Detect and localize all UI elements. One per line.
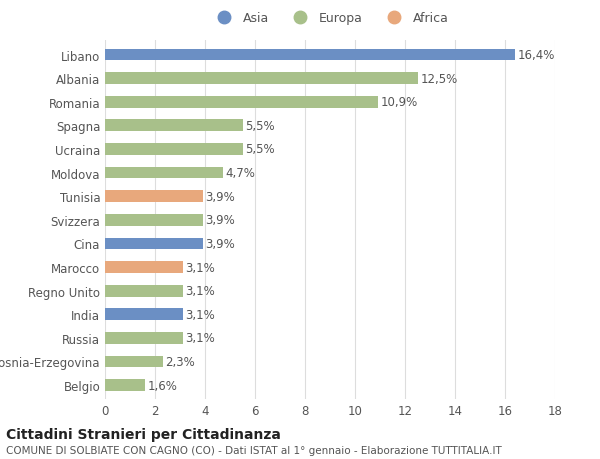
Text: 4,7%: 4,7%	[226, 167, 256, 179]
Bar	[105, 97, 377, 108]
Bar	[105, 191, 203, 203]
Text: 3,1%: 3,1%	[185, 331, 215, 345]
Text: 3,9%: 3,9%	[205, 237, 235, 250]
Bar	[105, 120, 242, 132]
Bar	[105, 308, 182, 320]
Text: 3,1%: 3,1%	[185, 308, 215, 321]
Bar	[105, 379, 145, 391]
Bar	[105, 238, 203, 250]
Text: 3,9%: 3,9%	[205, 214, 235, 227]
Text: 16,4%: 16,4%	[518, 49, 556, 62]
Bar	[105, 168, 223, 179]
Text: Cittadini Stranieri per Cittadinanza: Cittadini Stranieri per Cittadinanza	[6, 427, 281, 441]
Bar	[105, 73, 418, 85]
Text: COMUNE DI SOLBIATE CON CAGNO (CO) - Dati ISTAT al 1° gennaio - Elaborazione TUTT: COMUNE DI SOLBIATE CON CAGNO (CO) - Dati…	[6, 445, 502, 455]
Bar	[105, 356, 163, 368]
Bar	[105, 285, 182, 297]
Text: 3,1%: 3,1%	[185, 261, 215, 274]
Bar	[105, 50, 515, 62]
Text: 1,6%: 1,6%	[148, 379, 178, 392]
Bar	[105, 332, 182, 344]
Text: 2,3%: 2,3%	[166, 355, 195, 368]
Text: 12,5%: 12,5%	[421, 73, 458, 85]
Bar	[105, 144, 242, 156]
Text: 10,9%: 10,9%	[380, 96, 418, 109]
Legend: Asia, Europa, Africa: Asia, Europa, Africa	[209, 10, 451, 28]
Text: 3,1%: 3,1%	[185, 285, 215, 297]
Text: 5,5%: 5,5%	[245, 120, 275, 133]
Bar	[105, 214, 203, 226]
Text: 5,5%: 5,5%	[245, 143, 275, 156]
Text: 3,9%: 3,9%	[205, 190, 235, 203]
Bar	[105, 262, 182, 273]
